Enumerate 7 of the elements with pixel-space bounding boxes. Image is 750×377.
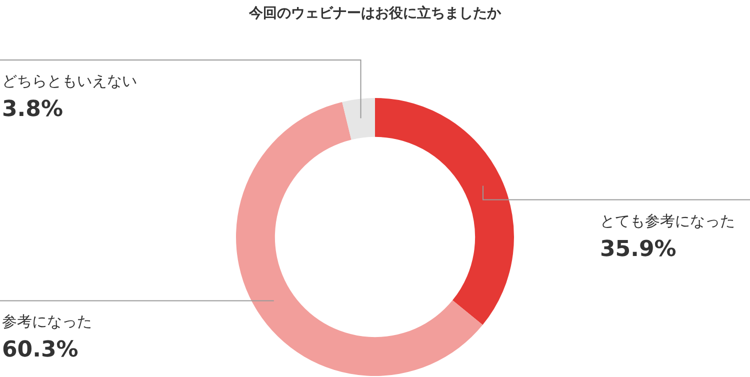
slice-label: とても参考になった (600, 212, 735, 230)
slice-label: どちらともいえない (2, 72, 137, 90)
chart-title: 今回のウェビナーはお役に立ちましたか (248, 4, 502, 22)
data-label: 60.3% (2, 338, 78, 363)
data-label: 35.9% (600, 236, 676, 262)
data-label: 3.8% (2, 97, 64, 122)
slice-label: 参考になった (2, 312, 92, 331)
